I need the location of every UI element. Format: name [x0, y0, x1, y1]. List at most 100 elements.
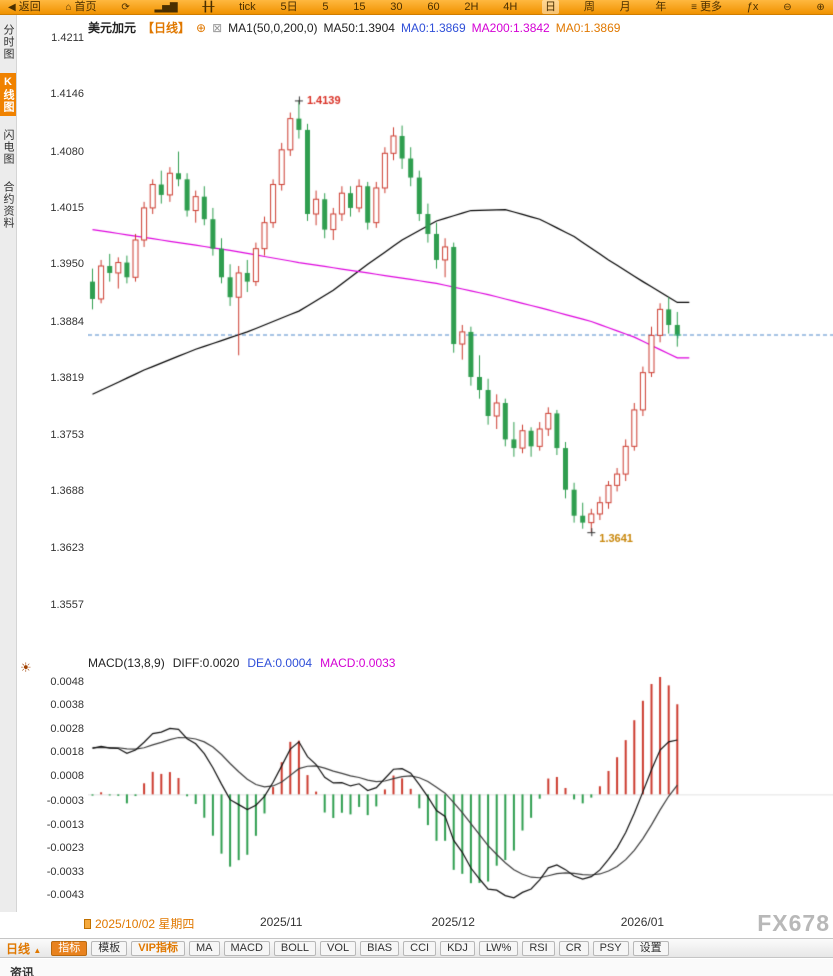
ma-button[interactable]: MA: [189, 940, 220, 956]
cci-button[interactable]: CCI: [403, 940, 437, 956]
bar-chart-icon: ▂▅▇: [154, 1, 178, 13]
period-day-button[interactable]: 日: [542, 0, 560, 14]
bottom-tab-row: 资讯: [0, 959, 833, 976]
boll-button[interactable]: BOLL: [273, 940, 317, 956]
ma200-value: MA200:1.3842: [471, 21, 550, 35]
rsi-button[interactable]: RSI: [522, 940, 555, 956]
tick-button-label: tick: [239, 1, 256, 13]
settings-button[interactable]: 设置: [632, 940, 669, 956]
tab-time-chart[interactable]: 分时图: [2, 24, 14, 60]
period-2h-button-label: 2H: [464, 1, 479, 13]
price-axis-label: 1.4211: [51, 32, 84, 44]
period-4h-button-label: 4H: [503, 1, 518, 13]
period-60-button-label: 60: [427, 1, 440, 13]
ma0-value-1: MA0:1.3869: [400, 21, 466, 35]
more-button-label: 更多: [700, 0, 723, 13]
dea-value: DEA:0.0004: [247, 656, 313, 670]
price-axis-label: 1.4146: [50, 88, 84, 101]
chevron-up-icon: ▲: [33, 945, 42, 955]
period-year-button[interactable]: 年: [655, 0, 666, 14]
tab-news[interactable]: 资讯: [10, 966, 35, 976]
tab-kline-chart[interactable]: K线图: [0, 73, 16, 116]
macd-axis-label: 0.0038: [50, 699, 84, 712]
candlestick-chart[interactable]: [88, 36, 833, 646]
period-4h-button[interactable]: 4H: [503, 0, 517, 14]
month-axis-label: 2026/01: [620, 915, 665, 929]
fx-button[interactable]: ƒx: [747, 0, 759, 14]
candlestick-button[interactable]: ╂╂: [202, 0, 214, 15]
psy-button[interactable]: PSY: [592, 940, 629, 956]
period-2h-button[interactable]: 2H: [464, 0, 478, 14]
chart-header: 美元加元 【日线】 ⊕ ⊠ MA1(50,0,200,0) MA50:1.3904 MA0:…: [88, 19, 626, 36]
timeframe-dropdown[interactable]: 日线 ▲: [6, 940, 41, 957]
period-5-button-label: 5: [322, 1, 329, 13]
macd-axis-label: -0.0013: [46, 818, 84, 831]
macd-indicator-chart[interactable]: [88, 675, 833, 910]
macd-axis-label: -0.0033: [46, 865, 84, 878]
macd-button[interactable]: MACD: [223, 940, 270, 956]
more-button[interactable]: ≡ 更多: [691, 0, 722, 15]
chart-type-sidebar: 分时图 K线图闪电图合约资料: [0, 15, 17, 912]
period-30-button[interactable]: 30: [390, 0, 402, 14]
watermark: FX678: [757, 910, 830, 936]
zoom-out-button[interactable]: ⊖: [783, 0, 791, 15]
template-button[interactable]: 模板: [91, 940, 128, 956]
diff-value: DIFF:0.0020: [172, 656, 240, 670]
zoom-in-button[interactable]: ⊕: [816, 0, 824, 15]
kdj-button[interactable]: KDJ: [440, 940, 475, 956]
period-5d-button-label: 5日: [280, 1, 298, 13]
bar-chart-button[interactable]: ▂▅▇: [154, 0, 177, 15]
fx-button-label: ƒx: [746, 1, 759, 13]
home-button[interactable]: ⌂ 首页: [65, 0, 96, 15]
candlestick-icon: ╂╂: [202, 1, 215, 13]
cr-button[interactable]: CR: [558, 940, 589, 956]
date-marker-icon: [84, 919, 91, 929]
price-axis-label: 1.3688: [50, 485, 84, 498]
home-button-label: 首页: [74, 0, 97, 13]
price-axis-label: 1.3819: [50, 371, 84, 384]
back-button-label: 返回: [18, 0, 41, 13]
price-axis-label: 1.4015: [50, 201, 84, 214]
tick-button[interactable]: tick: [239, 0, 256, 14]
price-axis-label: 1.3557: [50, 599, 84, 611]
tab-contract-info[interactable]: 合约资料: [2, 181, 14, 229]
refresh-button[interactable]: ⟳: [121, 0, 129, 15]
price-axis-label: 1.3950: [50, 258, 84, 271]
macd-axis-label: 0.0028: [50, 722, 84, 735]
period-week-button-label: 周: [583, 1, 595, 13]
ma0-value-2: MA0:1.3869: [555, 21, 621, 35]
vol-button[interactable]: VOL: [320, 940, 357, 956]
zoom-out-icon: ⊖: [783, 1, 792, 13]
price-axis-label: 1.4080: [50, 145, 84, 158]
month-axis-label: 2025/12: [431, 915, 475, 929]
bias-button[interactable]: BIAS: [360, 940, 400, 956]
indicator-button[interactable]: 指标: [51, 940, 88, 956]
period-month-button[interactable]: 月: [620, 0, 631, 14]
macd-axis-label: -0.0023: [46, 842, 84, 855]
ma-settings-icon[interactable]: ⊠: [212, 21, 223, 35]
first-date-label: 2025/10/02 星期四: [84, 915, 194, 932]
price-axis-label: 1.3884: [50, 315, 84, 328]
period-month-button-label: 月: [619, 1, 631, 13]
period-week-button[interactable]: 周: [584, 0, 595, 14]
symbol-name: 美元加元: [88, 21, 137, 35]
vip-indicator-button[interactable]: VIP指标: [131, 940, 186, 956]
macd-axis-label: 0.0018: [50, 746, 84, 759]
back-button[interactable]: ◀ 返回: [8, 0, 41, 15]
add-indicator-icon[interactable]: ⊕: [196, 21, 207, 35]
macd-axis-label: 0.0048: [50, 676, 84, 688]
zoom-in-icon: ⊕: [816, 1, 825, 13]
macd-axis-label: -0.0043: [46, 889, 84, 901]
period-15-button[interactable]: 15: [353, 0, 365, 14]
x-axis-row: 2025/10/02 星期四 FX678 2025/11 2025/12 2026/…: [0, 910, 833, 936]
period-5-button[interactable]: 5: [322, 0, 328, 14]
macd-axis-label: -0.0003: [46, 795, 84, 808]
period-60-button[interactable]: 60: [427, 0, 439, 14]
tab-lightning-chart[interactable]: 闪电图: [2, 129, 14, 165]
indicator-settings-icon[interactable]: ☀: [20, 660, 32, 675]
ma50-value: MA50:1.3904: [323, 21, 395, 35]
period-5d-button[interactable]: 5日: [280, 0, 297, 14]
ma-params: MA1(50,0,200,0): [228, 21, 318, 35]
lw-button[interactable]: LW%: [478, 940, 519, 956]
